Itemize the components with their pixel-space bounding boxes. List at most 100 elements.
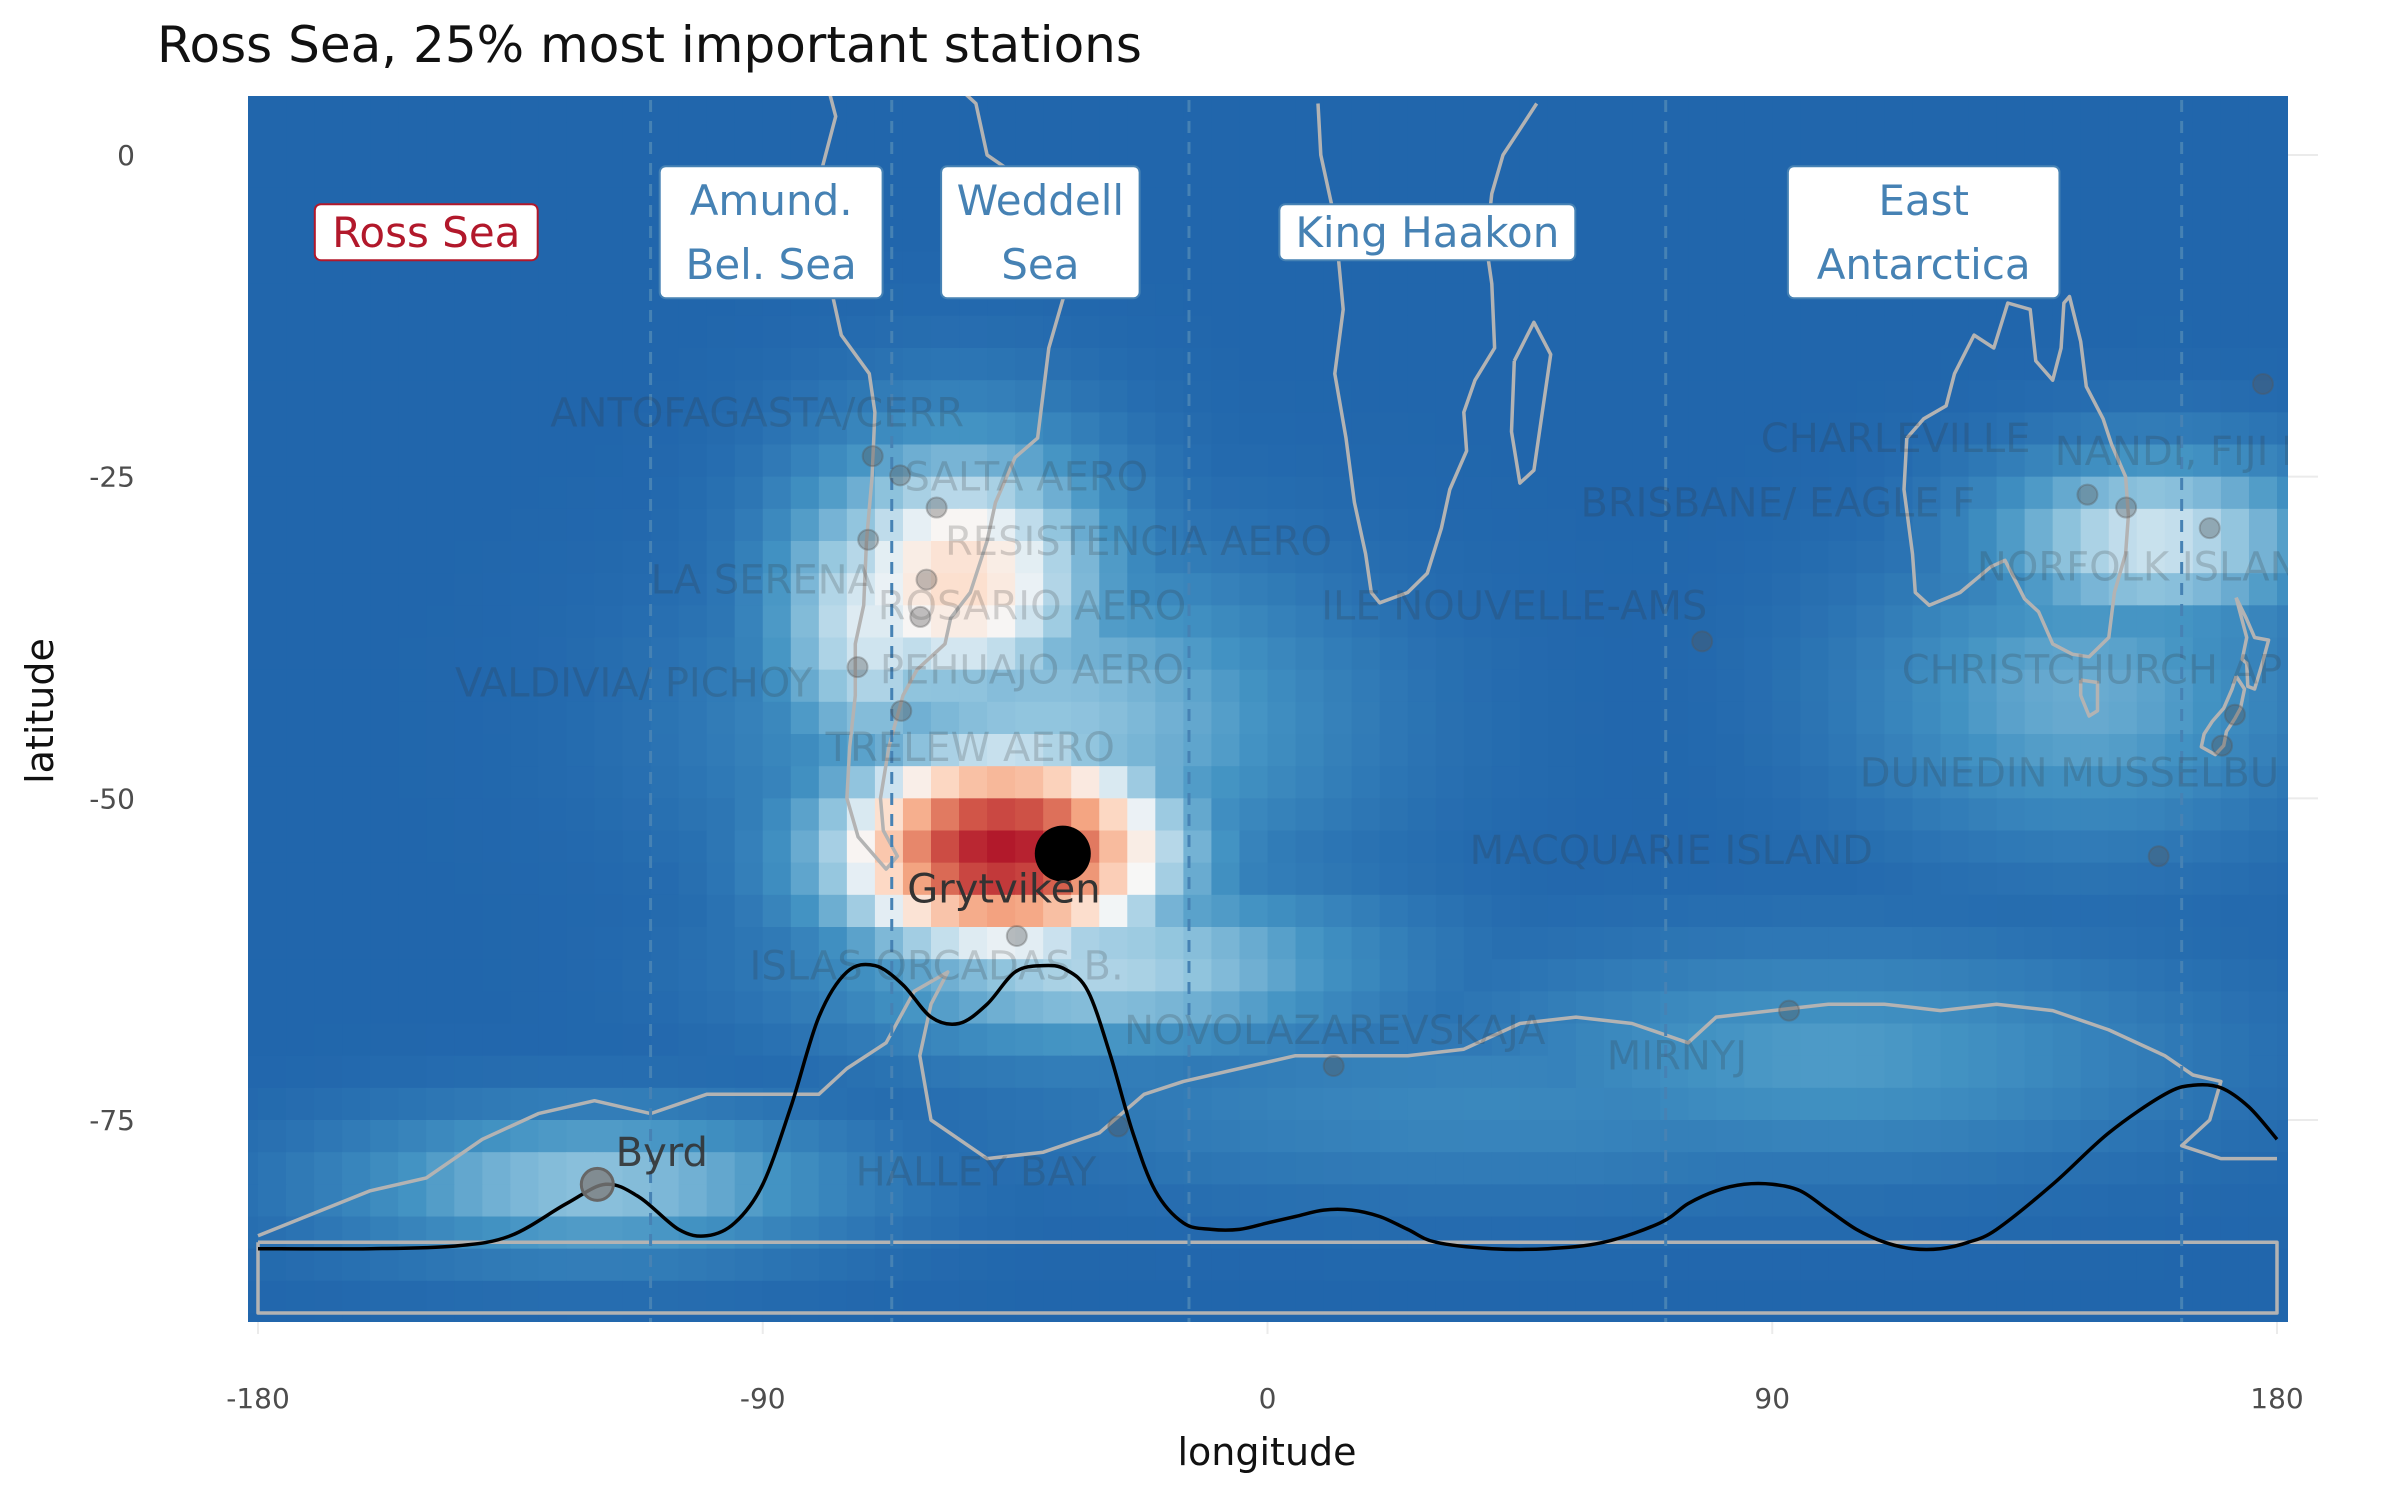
heatmap-cell xyxy=(931,412,960,446)
heatmap-cell xyxy=(1491,1055,1521,1089)
station-point[interactable] xyxy=(2211,734,2234,757)
heatmap-cell xyxy=(1295,766,1325,799)
heatmap-cell xyxy=(1351,1280,1381,1314)
station-point[interactable] xyxy=(2223,703,2246,726)
heatmap-cell xyxy=(734,798,764,832)
heatmap-cell xyxy=(1575,1087,1605,1121)
station-point[interactable] xyxy=(2198,517,2221,540)
heatmap-cell xyxy=(1716,412,1745,446)
heatmap-cell xyxy=(2220,1055,2250,1089)
heatmap-cell xyxy=(342,444,371,478)
station-point[interactable] xyxy=(909,605,932,628)
region-label-4[interactable]: King Haakon xyxy=(1278,203,1577,262)
heatmap-cell xyxy=(2220,1280,2250,1314)
heatmap-cell xyxy=(2136,283,2166,317)
station-point[interactable] xyxy=(1322,1054,1345,1077)
heatmap-cell xyxy=(1547,96,1577,124)
heatmap-cell xyxy=(370,1216,399,1250)
heatmap-cell xyxy=(482,1087,511,1121)
heatmap-cell xyxy=(1716,573,1745,606)
heatmap-cell xyxy=(1435,122,1465,156)
heatmap-cell xyxy=(678,862,708,896)
station-point[interactable] xyxy=(1691,630,1714,653)
region-label-1[interactable]: Ross Sea xyxy=(313,203,539,262)
station-point[interactable] xyxy=(2076,483,2099,506)
heatmap-cell xyxy=(931,798,960,832)
heatmap-cell xyxy=(902,476,932,510)
station-point[interactable] xyxy=(846,656,869,679)
heatmap-cell xyxy=(2305,1313,2334,1346)
station-point[interactable] xyxy=(2251,373,2274,396)
heatmap-cell xyxy=(1744,444,1773,478)
heatmap-cell xyxy=(2108,1313,2138,1322)
heatmap-cell xyxy=(1099,927,1128,960)
heatmap-cell xyxy=(286,1313,315,1322)
station-label: ROSARIO AERO xyxy=(878,583,1186,629)
heatmap-cell xyxy=(650,766,680,799)
station-point[interactable] xyxy=(925,496,948,519)
heatmap-cell xyxy=(342,1313,371,1322)
station-point[interactable] xyxy=(2147,845,2170,868)
heatmap-cell xyxy=(1996,637,2026,671)
heatmap-cell xyxy=(1604,573,1633,606)
heatmap-cell xyxy=(2024,959,2054,992)
heatmap-cell xyxy=(1575,862,1605,896)
heatmap-cell xyxy=(538,187,568,220)
heatmap-cell xyxy=(2220,155,2250,188)
heatmap-cell xyxy=(1575,283,1605,317)
heatmap-cell xyxy=(2052,701,2082,735)
heatmap-cell xyxy=(706,959,736,992)
region-label-2[interactable]: Amund.Bel. Sea xyxy=(658,165,884,300)
station-point[interactable] xyxy=(857,528,880,551)
heatmap-cell xyxy=(1043,508,1072,542)
heatmap-cell xyxy=(1267,315,1297,349)
heatmap-cell xyxy=(846,1152,876,1185)
heatmap-cell xyxy=(1688,637,1717,671)
heatmap-cell xyxy=(1015,1280,1044,1314)
heatmap-cell xyxy=(931,476,960,510)
heatmap-cell xyxy=(1435,1152,1465,1185)
heatmap-cell xyxy=(2277,412,2288,446)
heatmap-cell xyxy=(1575,701,1605,735)
heatmap-cell xyxy=(1716,96,1745,124)
heatmap-cell xyxy=(2024,798,2054,832)
heatmap-cell xyxy=(1099,637,1128,671)
heatmap-cell xyxy=(874,605,904,639)
heatmap-cell xyxy=(1547,734,1577,767)
station-point[interactable] xyxy=(1778,999,1801,1022)
heatmap-cell xyxy=(1912,1313,1942,1322)
heatmap-cell xyxy=(314,380,343,413)
heatmap-cell xyxy=(1407,701,1437,735)
heatmap-cell xyxy=(706,766,736,799)
byrd-point[interactable] xyxy=(579,1166,615,1202)
heatmap-cell xyxy=(370,315,399,349)
station-point[interactable] xyxy=(2115,496,2138,519)
heatmap-cell xyxy=(1211,96,1241,124)
heatmap-cell xyxy=(2277,573,2288,606)
heatmap-cell xyxy=(931,1216,960,1250)
heatmap-cell xyxy=(566,1023,596,1057)
heatmap-cell xyxy=(454,348,483,381)
station-point[interactable] xyxy=(915,568,938,591)
heatmap-cell xyxy=(1267,734,1297,767)
station-point[interactable] xyxy=(1107,1115,1130,1138)
heatmap-cell xyxy=(1043,573,1072,606)
heatmap-cell xyxy=(1379,412,1409,446)
heatmap-cell xyxy=(2164,1313,2194,1322)
station-point[interactable] xyxy=(889,464,912,487)
grytviken-point[interactable] xyxy=(1034,825,1091,882)
heatmap-cell xyxy=(1547,637,1577,671)
heatmap-cell xyxy=(1491,669,1521,703)
station-point[interactable] xyxy=(861,445,884,468)
heatmap-cell xyxy=(2192,96,2222,124)
station-point[interactable] xyxy=(1005,925,1028,948)
heatmap-cell xyxy=(1828,444,1857,478)
heatmap-cell xyxy=(594,605,624,639)
heatmap-cell xyxy=(1912,1248,1942,1282)
heatmap-cell xyxy=(1463,1152,1493,1185)
heatmap-cell xyxy=(314,412,343,446)
station-point[interactable] xyxy=(890,699,913,722)
heatmap-cell xyxy=(1547,122,1577,156)
